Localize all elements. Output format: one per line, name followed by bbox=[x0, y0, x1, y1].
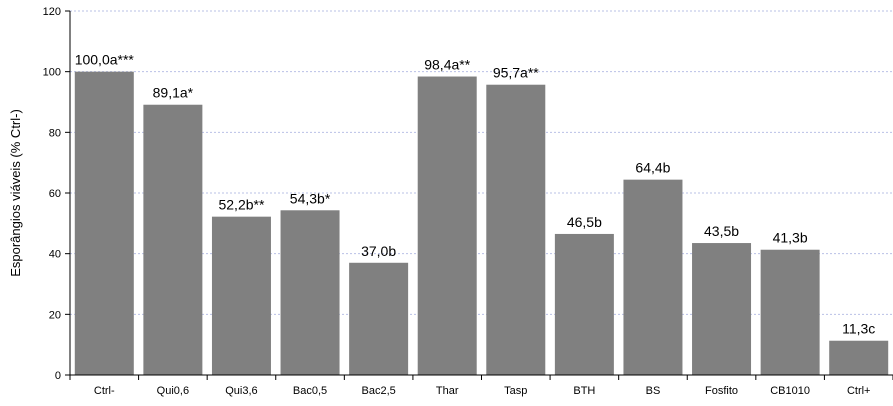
x-tick-label: Ctrl- bbox=[94, 385, 115, 397]
gridlines bbox=[70, 10, 893, 315]
data-label: 98,4a** bbox=[424, 57, 470, 73]
x-tick-label: Qui0,6 bbox=[157, 385, 189, 397]
y-tick-label: 100 bbox=[43, 67, 61, 79]
x-tick-label: Ctrl+ bbox=[847, 385, 871, 397]
bar bbox=[280, 210, 340, 375]
bar bbox=[211, 216, 271, 375]
x-tick-label: Tasp bbox=[504, 385, 527, 397]
y-tick-label: 0 bbox=[55, 370, 61, 382]
y-axis-ticks: 0 20 40 60 80 100 120 bbox=[43, 6, 70, 382]
bar bbox=[74, 71, 134, 376]
y-tick-label: 120 bbox=[43, 6, 61, 18]
bar bbox=[554, 233, 614, 375]
x-tick-label: Bac2,5 bbox=[362, 385, 396, 397]
x-tick-label: Qui3,6 bbox=[225, 385, 257, 397]
bar bbox=[143, 104, 203, 375]
y-tick-label: 80 bbox=[49, 127, 61, 139]
bar bbox=[349, 262, 409, 375]
data-label: 11,3c bbox=[842, 321, 875, 337]
bar bbox=[829, 340, 889, 375]
data-labels: 100,0a*** 89,1a* 52,2b** 54,3b* 37,0b 98,4a**… bbox=[75, 52, 876, 337]
x-tick-label: Thar bbox=[436, 385, 459, 397]
data-label: 37,0b bbox=[361, 243, 396, 259]
data-label: 43,5b bbox=[704, 223, 739, 239]
bar bbox=[417, 76, 477, 376]
x-tick-label: BS bbox=[646, 385, 661, 397]
data-label: 95,7a** bbox=[493, 65, 539, 81]
data-label: 54,3b* bbox=[290, 190, 331, 206]
bars bbox=[74, 71, 889, 376]
y-tick-label: 40 bbox=[49, 249, 61, 261]
data-label: 46,5b bbox=[567, 214, 602, 230]
bar bbox=[623, 179, 683, 375]
x-tick-label: Fosfito bbox=[705, 385, 738, 397]
x-tick-label: Bac0,5 bbox=[293, 385, 327, 397]
data-label: 64,4b bbox=[635, 160, 670, 176]
x-axis-ticks: Ctrl- Qui0,6 Qui3,6 Bac0,5 Bac2,5 Thar Tasp BTH… bbox=[69, 375, 893, 397]
bar bbox=[486, 84, 546, 376]
bar bbox=[692, 243, 752, 375]
x-tick-label: CB1010 bbox=[770, 385, 810, 397]
bar bbox=[760, 249, 820, 375]
data-label: 52,2b** bbox=[218, 197, 264, 213]
y-tick-label: 20 bbox=[49, 309, 61, 321]
x-tick-label: BTH bbox=[573, 385, 595, 397]
y-axis-title: Esporângios viáveis (% Ctrl-) bbox=[8, 109, 23, 277]
y-tick-label: 60 bbox=[49, 188, 61, 200]
data-label: 89,1a* bbox=[153, 85, 194, 101]
data-label: 41,3b bbox=[773, 230, 808, 246]
data-label: 100,0a*** bbox=[75, 52, 135, 68]
